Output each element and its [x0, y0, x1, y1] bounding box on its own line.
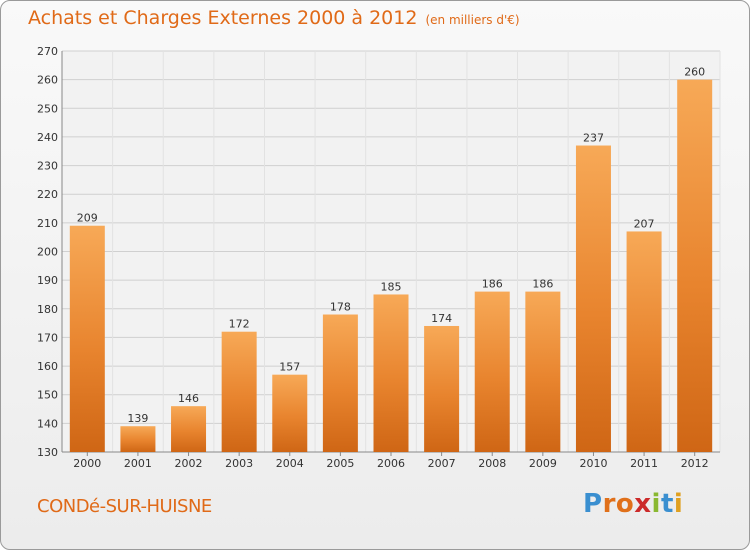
bar-value-label: 207	[634, 217, 655, 230]
proxiti-logo: Proxiti	[583, 489, 683, 519]
bar-value-label: 174	[431, 312, 452, 325]
y-tick-label: 270	[37, 45, 58, 58]
bar	[373, 294, 409, 452]
x-tick-label: 2004	[276, 457, 304, 470]
x-tick-label: 2005	[326, 457, 354, 470]
x-tick-label: 2000	[73, 457, 101, 470]
bar	[272, 374, 308, 452]
x-tick-label: 2012	[681, 457, 709, 470]
x-tick-label: 2009	[529, 457, 557, 470]
bar	[424, 325, 460, 452]
logo-letter: i	[673, 489, 684, 519]
bar	[322, 314, 358, 452]
x-tick-label: 2002	[175, 457, 203, 470]
bar-value-label: 185	[381, 280, 402, 293]
bar	[525, 291, 561, 452]
chart-title: Achats et Charges Externes 2000 à 2012 (e…	[28, 7, 520, 29]
bar	[171, 406, 207, 452]
x-tick-label: 2007	[428, 457, 456, 470]
y-tick-label: 210	[37, 217, 58, 230]
bar-value-label: 172	[229, 318, 250, 331]
x-tick-label: 2010	[579, 457, 607, 470]
y-tick-label: 180	[37, 303, 58, 316]
y-tick-label: 190	[37, 274, 58, 287]
bar-value-label: 209	[77, 212, 98, 225]
bar	[120, 426, 156, 452]
logo-letter: r	[602, 489, 616, 519]
commune-name: CONDé-SUR-HUISNE	[37, 496, 212, 517]
bar	[69, 225, 105, 452]
chart-subtitle: (en milliers d'€)	[425, 13, 520, 27]
bar	[474, 291, 510, 452]
bar-value-label: 178	[330, 301, 351, 314]
bar	[626, 231, 662, 452]
bar-value-label: 237	[583, 132, 604, 145]
y-tick-label: 220	[37, 188, 58, 201]
bar	[575, 145, 611, 452]
y-tick-label: 130	[37, 446, 58, 459]
y-tick-label: 150	[37, 389, 58, 402]
x-tick-label: 2001	[124, 457, 152, 470]
logo-letter: t	[660, 489, 674, 519]
bar-value-label: 186	[482, 278, 503, 291]
y-tick-label: 230	[37, 160, 58, 173]
chart-title-text: Achats et Charges Externes 2000 à 2012	[28, 7, 418, 29]
logo-letter: P	[583, 489, 603, 519]
x-tick-label: 2003	[225, 457, 253, 470]
y-tick-label: 260	[37, 74, 58, 87]
logo-letter: i	[651, 489, 661, 519]
bar-value-label: 157	[279, 361, 300, 374]
bar-value-label: 186	[532, 278, 553, 291]
x-tick-label: 2006	[377, 457, 405, 470]
y-tick-label: 160	[37, 360, 58, 373]
x-tick-label: 2011	[630, 457, 658, 470]
logo-letter: o	[615, 489, 635, 519]
bar-value-label: 260	[684, 66, 705, 79]
y-tick-label: 200	[37, 246, 58, 259]
logo-letter: x	[634, 489, 652, 519]
y-tick-label: 240	[37, 131, 58, 144]
bar	[221, 331, 257, 452]
y-tick-label: 250	[37, 102, 58, 115]
y-tick-label: 170	[37, 331, 58, 344]
bar-value-label: 146	[178, 392, 199, 405]
x-tick-label: 2008	[478, 457, 506, 470]
y-tick-label: 140	[37, 417, 58, 430]
bar	[677, 79, 713, 453]
bar-value-label: 139	[127, 412, 148, 425]
